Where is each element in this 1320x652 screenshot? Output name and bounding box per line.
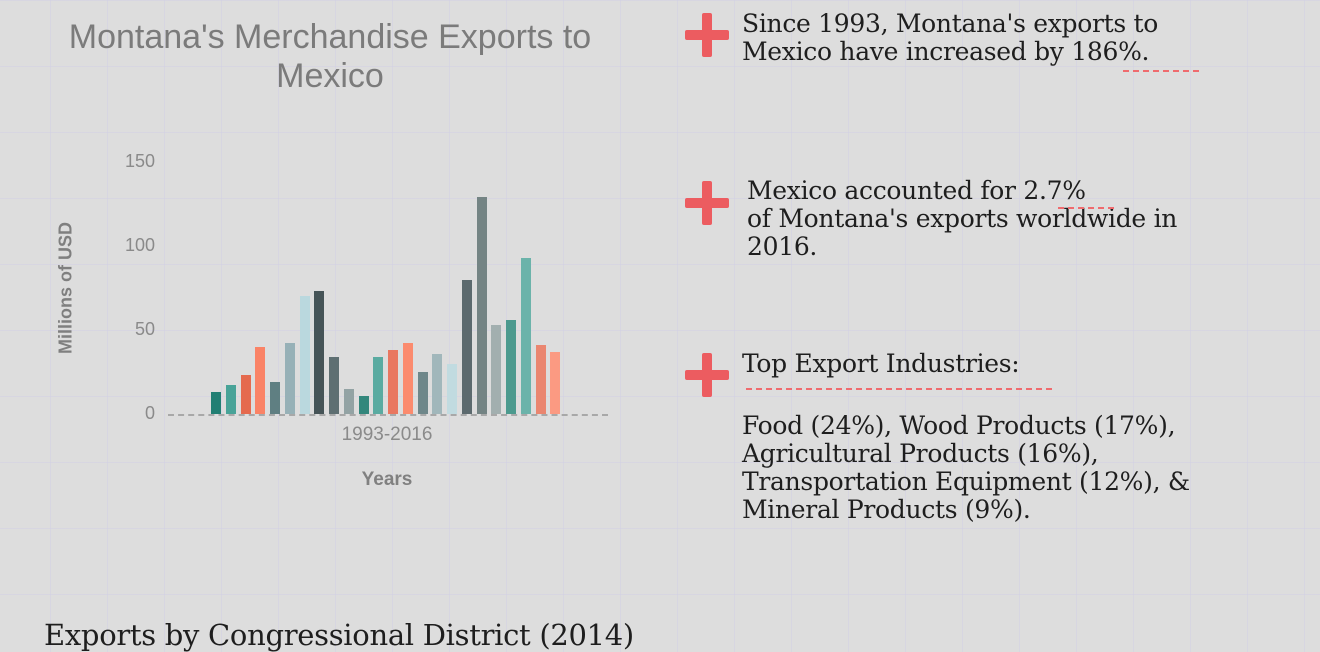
fact-top-industries: Food (24%), Wood Products (17%), Agricul…: [742, 412, 1312, 524]
fact-line: Agricultural Products (16%),: [742, 439, 1099, 468]
bar-1995: [240, 375, 251, 414]
x-axis-baseline: [168, 414, 608, 416]
bar-2009: [447, 364, 457, 414]
fact-line: Since 1993, Montana's exports to: [742, 9, 1159, 38]
x-tick-label: 1993-2016: [341, 424, 433, 445]
plus-icon: [685, 353, 729, 397]
bar-2006: [402, 343, 413, 414]
y-tick-100: 100: [124, 235, 155, 255]
fact-line: Mexico have increased by 186%.: [742, 37, 1150, 66]
bar-2014: [520, 258, 531, 414]
highlight-underline: [1058, 207, 1114, 209]
highlight-underline: [1123, 70, 1199, 72]
plus-icon: [685, 181, 729, 225]
bar-2013: [506, 320, 516, 414]
fact-line: of Montana's exports worldwide in: [747, 204, 1178, 233]
bar-2001: [329, 357, 339, 414]
bar-2016: [550, 352, 561, 414]
bar-1997: [270, 382, 280, 414]
bar-2012: [491, 325, 502, 414]
y-tick-50: 50: [134, 319, 155, 339]
bar-2004: [373, 357, 384, 414]
bar-2007: [417, 372, 428, 414]
bar-1993: [211, 392, 221, 414]
bar-2010: [461, 280, 472, 414]
fact-line: 2016.: [747, 232, 818, 261]
fact-heading-top-industries: Top Export Industries:: [742, 349, 1020, 378]
bar-1994: [225, 385, 236, 414]
fact-since-1993: Since 1993, Montana's exports to Mexico …: [742, 10, 1302, 66]
plus-icon: [685, 13, 729, 57]
bar-1996: [255, 347, 266, 414]
bar-2015: [535, 345, 546, 414]
bar-1999: [299, 296, 310, 414]
bar-2002: [343, 389, 354, 414]
y-tick-150: 150: [124, 151, 155, 171]
bar-2005: [388, 350, 398, 414]
bar-2011: [476, 197, 487, 414]
bar-2008: [432, 354, 443, 414]
fact-line: Mexico accounted for 2.7%: [747, 176, 1086, 205]
y-tick-0: 0: [144, 403, 155, 423]
fact-line: Mineral Products (9%).: [742, 495, 1031, 524]
bar-2003: [358, 396, 369, 414]
fact-line: Transportation Equipment (12%), &: [742, 467, 1190, 496]
bar-1998: [284, 343, 295, 414]
bar-2000: [314, 291, 325, 414]
y-axis-label: Millions of USD: [55, 222, 76, 354]
fact-line: Food (24%), Wood Products (17%),: [742, 411, 1176, 440]
heading-underline: [746, 388, 1052, 390]
chart-title: Montana's Merchandise Exports to Mexico: [68, 18, 592, 95]
fact-mexico-share: Mexico accounted for 2.7% of Montana's e…: [747, 177, 1307, 261]
x-axis-label: Years: [361, 469, 413, 490]
section-title: Exports by Congressional District (2014): [44, 618, 634, 652]
